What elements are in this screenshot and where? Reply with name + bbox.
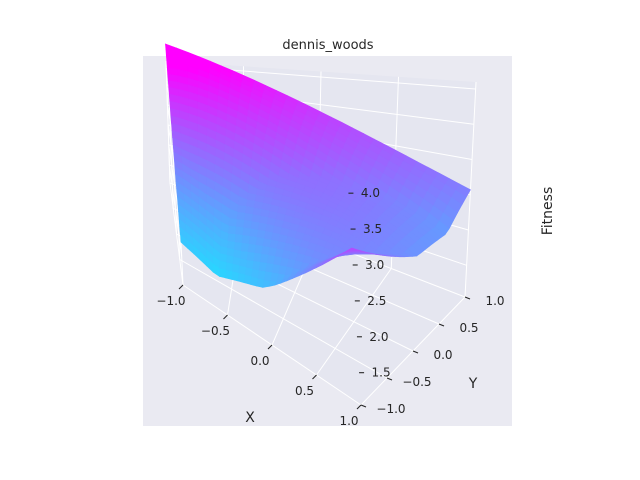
z-tick-label: 2.0 [369,330,388,344]
x-tick-label: 1.0 [339,414,358,428]
y-tick [412,350,419,354]
y-tick-label: −1.0 [376,402,405,416]
y-tick-label: −0.5 [402,375,431,389]
surface-patch [228,217,238,228]
y-tick-label: 1.0 [485,294,504,308]
z-tick-label: 1.5 [372,366,391,380]
z-tick-label: 3.5 [363,222,382,236]
surface-patch [219,268,227,279]
surface-patch [228,225,237,235]
z-axis-label: Fitness [540,187,556,236]
y-tick [464,296,471,300]
surface-patch [225,269,233,280]
surface-patch [236,211,246,221]
x-tick-label: 0.0 [250,354,269,368]
y-tick [386,377,393,381]
grid-line-y [167,68,440,325]
x-tick-label: −0.5 [201,324,230,338]
surface-patch [235,219,245,229]
surface-patch [241,235,251,245]
x-axis-label: X [245,410,255,426]
surface-patch [234,234,244,244]
y-tick-label: 0.5 [459,321,478,335]
surface-patch [345,247,357,252]
y-tick [360,404,367,408]
surface-patch [242,227,252,237]
surface-patch [240,242,250,253]
y-axis-label: Y [468,376,478,392]
z-tick-label: 2.5 [367,294,386,308]
grid-lines [165,60,477,406]
z-tick-label: 4.0 [361,186,380,200]
x-tick-label: −1.0 [156,294,185,308]
z-tick-label: 3.0 [365,258,384,272]
surface-patch [249,228,259,238]
surface-patch [235,226,244,236]
grid-line-y [165,60,466,298]
x-tick [312,374,317,380]
x-tick [223,314,228,320]
surface-patch [243,220,253,230]
surface-mesh [165,43,471,288]
y-tick-label: 0.0 [433,348,452,362]
x-tick [267,344,273,350]
axis-ticks: −1.0−0.50.00.51.0−1.0−0.50.00.51.01.52.0… [156,186,504,428]
y-tick [438,323,445,327]
x-tick [178,284,184,290]
surface-patch [231,271,240,282]
x-tick [356,404,362,410]
chart-title: dennis_woods [282,38,373,53]
x-tick-label: 0.5 [295,384,314,398]
